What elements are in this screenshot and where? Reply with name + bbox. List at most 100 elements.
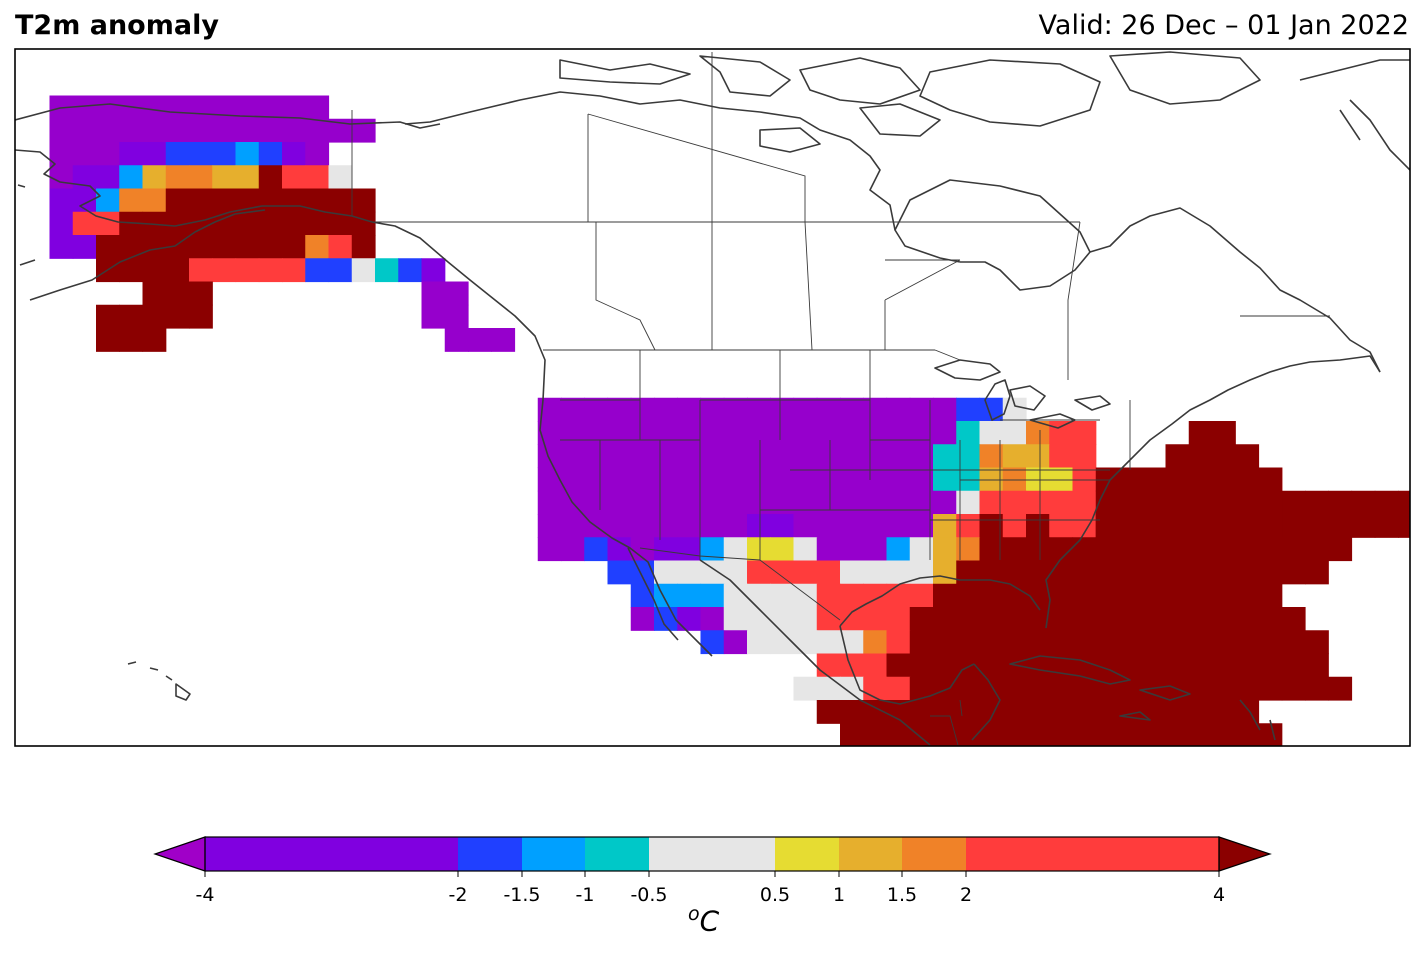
anomaly-cell <box>398 258 423 283</box>
anomaly-cell <box>747 583 771 608</box>
anomaly-cell <box>886 397 911 422</box>
anomaly-cell <box>258 142 283 166</box>
anomaly-cell <box>886 653 911 678</box>
anomaly-cell <box>1002 467 1027 492</box>
anomaly-cell <box>49 211 74 236</box>
anomaly-cell <box>979 467 1004 492</box>
anomaly-cell <box>793 490 818 515</box>
anomaly-cell <box>956 583 981 608</box>
anomaly-cell <box>537 397 562 422</box>
anomaly-cell <box>1142 490 1167 515</box>
anomaly-cell <box>1305 490 1329 515</box>
anomaly-cell <box>979 583 1004 608</box>
anomaly-cell <box>1026 630 1050 655</box>
anomaly-cell <box>142 95 167 120</box>
anomaly-cell <box>886 537 911 562</box>
anomaly-cell <box>328 211 353 236</box>
anomaly-cell <box>1188 490 1213 515</box>
anomaly-cell <box>351 188 376 213</box>
anomaly-cell <box>305 118 330 143</box>
anomaly-cell <box>1188 467 1213 492</box>
anomaly-cell <box>1165 560 1190 585</box>
anomaly-cell <box>96 95 120 120</box>
anomaly-cell <box>1049 630 1074 655</box>
anomaly-cell <box>584 467 609 492</box>
anomaly-cell <box>909 490 934 515</box>
anomaly-cell <box>677 560 702 585</box>
anomaly-cell <box>1188 421 1213 445</box>
anomaly-cell <box>1281 514 1306 538</box>
anomaly-cell <box>189 118 213 143</box>
anomaly-cell <box>723 467 748 492</box>
anomaly-cell <box>956 467 981 492</box>
anomaly-cell <box>886 723 911 746</box>
anomaly-cell <box>863 444 888 469</box>
anomaly-cell <box>1258 607 1283 631</box>
anomaly-cell <box>607 421 632 445</box>
anomaly-cell <box>816 676 841 701</box>
anomaly-cell <box>1142 653 1167 678</box>
anomaly-cell <box>282 165 306 190</box>
anomaly-cell <box>700 630 725 655</box>
anomaly-cell <box>607 560 632 585</box>
anomaly-cell <box>119 142 144 166</box>
anomaly-cell <box>212 165 237 190</box>
anomaly-cell <box>1305 630 1329 655</box>
anomaly-cell <box>1142 630 1167 655</box>
anomaly-cell <box>305 211 330 236</box>
anomaly-cell <box>1072 537 1097 562</box>
anomaly-cell <box>119 304 144 329</box>
anomaly-cell <box>1235 467 1260 492</box>
anomaly-cell <box>189 188 213 213</box>
anomaly-cell <box>956 723 981 746</box>
anomaly-cell <box>863 421 888 445</box>
anomaly-cell <box>235 118 260 143</box>
anomaly-cell <box>793 397 818 422</box>
anomaly-cell <box>119 165 144 190</box>
anomaly-cell <box>561 444 585 469</box>
anomaly-cell <box>1072 444 1097 469</box>
anomaly-cell <box>1188 676 1213 701</box>
anomaly-cell <box>863 700 888 724</box>
anomaly-cell <box>1119 490 1143 515</box>
anomaly-cell <box>282 258 306 283</box>
colorbar-tick-label: 1 <box>833 884 845 906</box>
anomaly-cell <box>1235 607 1260 631</box>
anomaly-cell <box>933 630 957 655</box>
anomaly-cell <box>607 490 632 515</box>
anomaly-cell <box>1212 607 1236 631</box>
anomaly-cell <box>793 630 818 655</box>
anomaly-cell <box>1328 514 1353 538</box>
anomaly-cell <box>793 537 818 562</box>
anomaly-cell <box>258 95 283 120</box>
anomaly-cell <box>1281 537 1306 562</box>
anomaly-cell <box>1095 583 1120 608</box>
anomaly-cell <box>1142 514 1167 538</box>
anomaly-cell <box>1095 630 1120 655</box>
anomaly-cell <box>1002 490 1027 515</box>
anomaly-cell <box>747 630 771 655</box>
anomaly-cell <box>793 467 818 492</box>
anomaly-cell <box>165 304 190 329</box>
anomaly-cell <box>840 560 864 585</box>
anomaly-cell <box>1188 700 1213 724</box>
anomaly-cell <box>1142 467 1167 492</box>
anomaly-cell <box>305 188 330 213</box>
anomaly-cell <box>282 142 306 166</box>
anomaly-cell <box>723 630 748 655</box>
anomaly-cell <box>956 560 981 585</box>
anomaly-cell <box>1002 560 1027 585</box>
anomaly-cell <box>537 444 562 469</box>
anomaly-cell <box>1212 514 1236 538</box>
anomaly-cell <box>1049 700 1074 724</box>
anomaly-cell <box>1212 421 1236 445</box>
anomaly-cell <box>1235 490 1260 515</box>
anomaly-cell <box>933 583 957 608</box>
anomaly-cell <box>1119 723 1143 746</box>
anomaly-cell <box>142 142 167 166</box>
anomaly-cell <box>119 328 144 352</box>
anomaly-cell <box>189 211 213 236</box>
anomaly-cell <box>747 490 771 515</box>
anomaly-cell <box>677 514 702 538</box>
